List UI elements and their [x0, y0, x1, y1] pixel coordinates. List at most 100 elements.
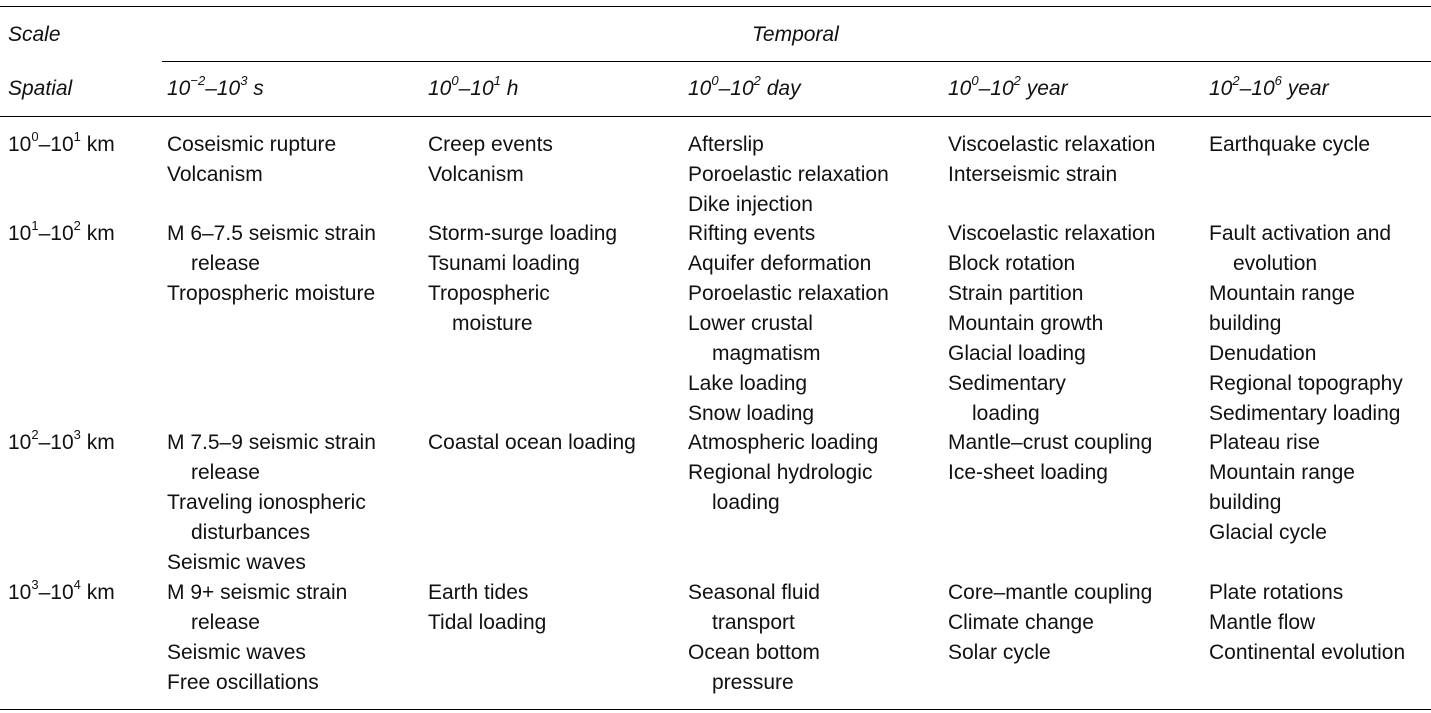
range-exp: 2 [753, 73, 761, 88]
range-exp: 0 [31, 129, 39, 144]
range-base: 10 [216, 77, 241, 100]
cell-line: evolution [1233, 252, 1318, 275]
range-sep: – [978, 77, 991, 100]
cell-line: Denudation [1209, 342, 1317, 365]
spatial-range-3: 102–103 km [8, 428, 115, 458]
table-cell: Fault activation and evolution Mountain ra… [1209, 219, 1403, 429]
table-cell: Viscoelastic relaxation Block rotation Str… [948, 219, 1155, 429]
cell-line: Traveling ionospheric [167, 491, 366, 514]
range-sep: – [718, 77, 731, 100]
range-base: 10 [1251, 77, 1275, 100]
cell-line: Mountain range [1209, 282, 1355, 305]
top-rule [0, 6, 1431, 7]
table-cell: Viscoelastic relaxation Interseismic stra… [948, 130, 1155, 190]
cell-line: Plate rotations [1209, 581, 1344, 604]
cell-line: M 7.5–9 seismic strain [167, 431, 376, 454]
range-exp: −2 [190, 73, 206, 88]
range-base: 10 [50, 222, 74, 245]
cell-line: Earthquake cycle [1209, 133, 1371, 156]
cell-line: Tidal loading [428, 611, 547, 634]
range-sep: – [38, 581, 51, 604]
table-cell: Plateau rise Mountain range building Glacia… [1209, 428, 1355, 548]
cell-line: Poroelastic relaxation [688, 163, 889, 186]
cell-line: Volcanism [428, 163, 524, 186]
range-base: 10 [8, 222, 32, 245]
spatial-label: Spatial [8, 77, 73, 100]
temporal-header-5: 102–106 year [1209, 74, 1329, 104]
range-exp: 0 [451, 73, 459, 88]
range-base: 10 [8, 133, 32, 156]
range-sep: – [38, 133, 51, 156]
table-cell: Coseismic rupture Volcanism [167, 130, 336, 190]
cell-line: Interseismic strain [948, 163, 1118, 186]
range-unit: km [80, 431, 115, 454]
range-base: 10 [167, 77, 191, 100]
cell-line: Core–mantle coupling [948, 581, 1153, 604]
cell-line: Mountain growth [948, 312, 1104, 335]
cell-line: Coastal ocean loading [428, 431, 636, 454]
cell-line: loading [972, 402, 1040, 425]
cell-line: M 9+ seismic strain [167, 581, 348, 604]
spatial-range-4: 103–104 km [8, 578, 115, 608]
range-exp: 2 [31, 427, 39, 442]
range-exp: 1 [493, 73, 501, 88]
header-bottom-rule [0, 116, 1431, 117]
cell-line: Ice-sheet loading [948, 461, 1108, 484]
spatial-range-1: 100–101 km [8, 130, 115, 160]
temporal-header-4: 100–102 year [948, 74, 1068, 104]
range-base: 10 [730, 77, 754, 100]
temporal-range: 10−2–103 s [167, 74, 264, 100]
cell-line: M 6–7.5 seismic strain [167, 222, 376, 245]
cell-line: Coseismic rupture [167, 133, 337, 156]
cell-line: Viscoelastic relaxation [948, 222, 1156, 245]
cell-line: Poroelastic relaxation [688, 282, 889, 305]
cell-line: Seismic waves [167, 551, 306, 574]
cell-line: Creep events [428, 133, 553, 156]
spatial-range-2: 101–102 km [8, 219, 115, 249]
range-unit: day [760, 77, 801, 100]
cell-line: Volcanism [167, 163, 263, 186]
range-base: 10 [688, 77, 712, 100]
cell-line: Continental evolution [1209, 641, 1406, 664]
table-cell: Earth tides Tidal loading [428, 578, 546, 638]
range-base: 10 [428, 77, 452, 100]
range-exp: 2 [1013, 73, 1021, 88]
cell-line: Sedimentary loading [1209, 402, 1401, 425]
temporal-header-2: 100–101 h [428, 74, 518, 104]
cell-line: Storm-surge loading [428, 222, 618, 245]
temporal-rule [162, 61, 1431, 62]
temporal-header-1: 10−2–103 s [167, 74, 264, 104]
bottom-rule [0, 709, 1431, 710]
range-base: 10 [990, 77, 1014, 100]
cell-line: Regional hydrologic [688, 461, 873, 484]
range-exp: 2 [1232, 73, 1240, 88]
cell-line: pressure [712, 671, 794, 694]
cell-line: moisture [452, 312, 533, 335]
range-unit: h [500, 77, 519, 100]
range-unit: km [80, 581, 115, 604]
cell-line: Mountain range [1209, 461, 1355, 484]
cell-line: Glacial cycle [1209, 521, 1327, 544]
cell-line: Solar cycle [948, 641, 1051, 664]
range-exp: 0 [711, 73, 719, 88]
range-base: 10 [470, 77, 494, 100]
scale-label: Scale [8, 23, 61, 46]
range-sep: – [38, 431, 51, 454]
range-exp: 2 [73, 218, 81, 233]
cell-line: Block rotation [948, 252, 1076, 275]
temporal-header-3: 100–102 day [688, 74, 801, 104]
cell-line: Sedimentary [948, 372, 1066, 395]
range-base: 10 [50, 431, 74, 454]
temporal-range: 100–102 year [948, 74, 1068, 100]
cell-line: disturbances [191, 521, 311, 544]
cell-line: release [191, 611, 260, 634]
cell-line: Viscoelastic relaxation [948, 133, 1156, 156]
table-cell: Coastal ocean loading [428, 428, 636, 458]
cell-line: building [1209, 312, 1282, 335]
table-cell: Afterslip Poroelastic relaxation Dike inje… [688, 130, 889, 220]
cell-line: magmatism [712, 342, 821, 365]
range-exp: 1 [31, 218, 39, 233]
range-base: 10 [50, 581, 74, 604]
table-cell: Earthquake cycle [1209, 130, 1370, 160]
